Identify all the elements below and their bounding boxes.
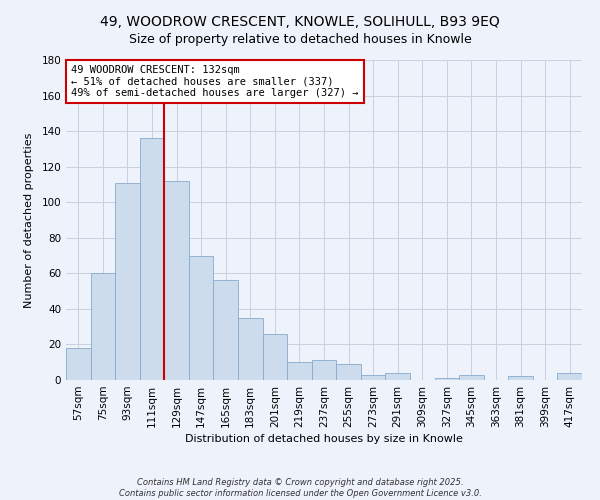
Bar — [459, 374, 484, 380]
Bar — [189, 256, 214, 380]
Y-axis label: Number of detached properties: Number of detached properties — [25, 132, 34, 308]
Bar — [385, 373, 410, 380]
Text: 49, WOODROW CRESCENT, KNOWLE, SOLIHULL, B93 9EQ: 49, WOODROW CRESCENT, KNOWLE, SOLIHULL, … — [100, 15, 500, 29]
Bar — [361, 374, 385, 380]
Text: Contains HM Land Registry data © Crown copyright and database right 2025.
Contai: Contains HM Land Registry data © Crown c… — [119, 478, 481, 498]
Bar — [115, 182, 140, 380]
X-axis label: Distribution of detached houses by size in Knowle: Distribution of detached houses by size … — [185, 434, 463, 444]
Text: Size of property relative to detached houses in Knowle: Size of property relative to detached ho… — [128, 32, 472, 46]
Text: 49 WOODROW CRESCENT: 132sqm
← 51% of detached houses are smaller (337)
49% of se: 49 WOODROW CRESCENT: 132sqm ← 51% of det… — [71, 65, 359, 98]
Bar — [287, 362, 312, 380]
Bar — [434, 378, 459, 380]
Bar — [312, 360, 336, 380]
Bar — [238, 318, 263, 380]
Bar — [66, 348, 91, 380]
Bar — [140, 138, 164, 380]
Bar — [557, 373, 582, 380]
Bar — [336, 364, 361, 380]
Bar — [91, 274, 115, 380]
Bar — [214, 280, 238, 380]
Bar — [263, 334, 287, 380]
Bar — [508, 376, 533, 380]
Bar — [164, 181, 189, 380]
